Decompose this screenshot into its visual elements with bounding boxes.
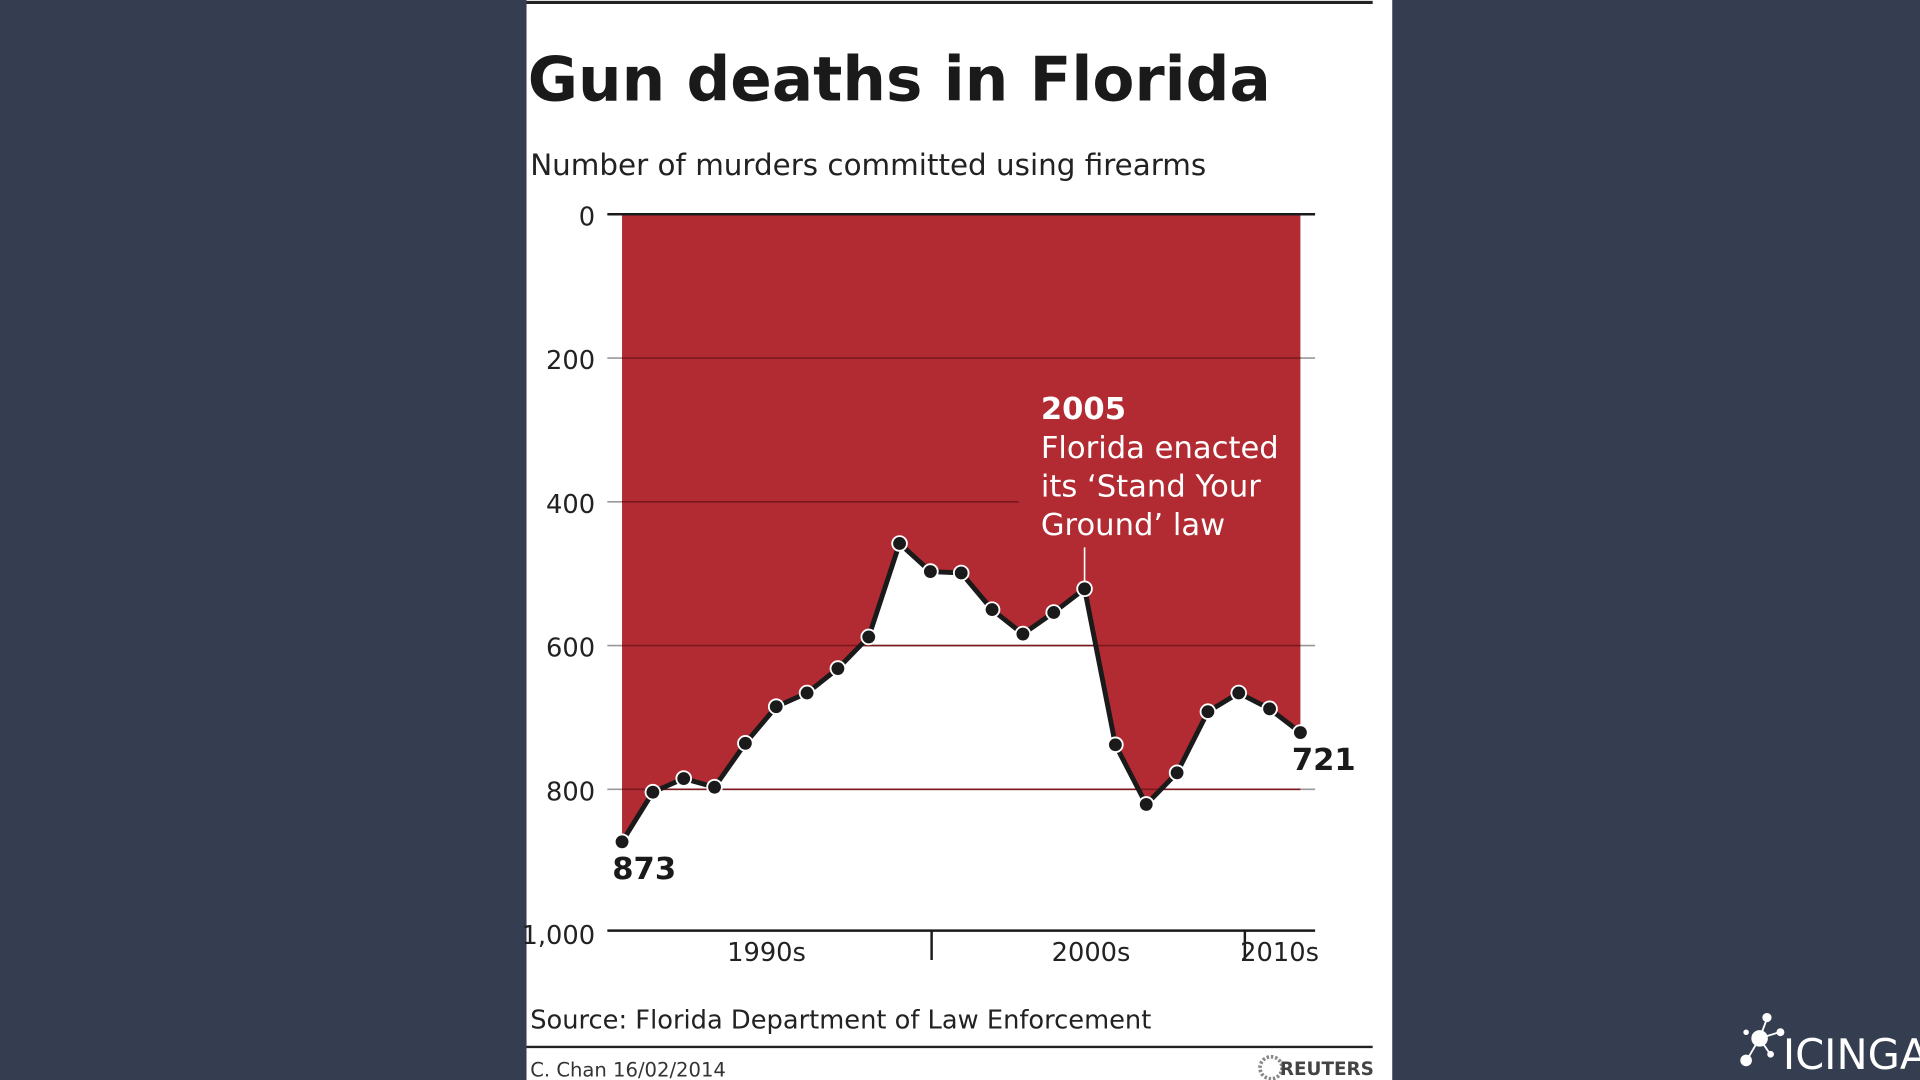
x-tick-label: 2000s — [1052, 938, 1131, 968]
data-point — [829, 660, 847, 677]
data-point — [1292, 724, 1309, 741]
icinga-network-icon — [1740, 1012, 1785, 1067]
data-point — [1168, 764, 1186, 782]
data-point — [706, 778, 723, 796]
y-tick-label: 800 — [546, 777, 595, 807]
icinga-logo: ICINGA — [1740, 1012, 1920, 1079]
data-point — [644, 783, 662, 801]
source-note: Source: Florida Department of Law Enforc… — [530, 1006, 1151, 1036]
annotation-text: Ground’ law — [1041, 508, 1225, 543]
data-point — [1137, 796, 1155, 813]
y-tick-label: 400 — [546, 490, 595, 520]
y-tick-label: 1,000 — [522, 921, 596, 951]
data-point — [1045, 604, 1062, 621]
credit: C. Chan 16/02/2014 — [530, 1058, 726, 1080]
data-point — [737, 735, 754, 752]
chart-title: Gun deaths in Florida — [528, 44, 1271, 115]
icinga-wordmark: ICINGA — [1783, 1030, 1920, 1079]
data-point — [613, 833, 631, 851]
reuters-wordmark: REUTERS — [1280, 1059, 1374, 1080]
area-fill — [622, 214, 1301, 842]
data-label-last: 721 — [1292, 743, 1356, 778]
y-tick-label: 0 — [579, 202, 595, 232]
annotation-text: its ‘Stand Your — [1041, 470, 1261, 505]
data-point — [1107, 736, 1124, 754]
data-point — [1261, 700, 1278, 718]
y-tick-label: 200 — [546, 346, 595, 376]
plot-area: 0 200 400 600 800 1,000 1990s 2000s 2010s 2005 Flo… — [522, 202, 1356, 968]
data-point — [922, 563, 939, 580]
data-point — [952, 564, 970, 582]
reuters-dots-icon — [1258, 1054, 1284, 1080]
reuters-logo: REUTERS — [1258, 1054, 1374, 1080]
data-point — [983, 601, 1001, 618]
data-point — [1014, 625, 1032, 643]
x-tick-label: 2010s — [1240, 938, 1319, 968]
y-tick-label: 600 — [546, 634, 595, 664]
data-point — [675, 770, 692, 787]
data-point — [1076, 580, 1093, 598]
data-point — [798, 684, 816, 702]
annotation-year: 2005 — [1041, 392, 1126, 427]
data-point — [767, 698, 785, 715]
data-point — [860, 628, 877, 646]
data-label-first: 873 — [612, 852, 676, 887]
data-point — [1230, 684, 1248, 702]
data-point — [1199, 703, 1217, 720]
x-tick-label: 1990s — [727, 938, 806, 968]
chart-subtitle: Number of murders committed using firear… — [530, 148, 1206, 182]
annotation-text: Florida enacted — [1041, 431, 1279, 466]
data-point — [891, 535, 908, 552]
